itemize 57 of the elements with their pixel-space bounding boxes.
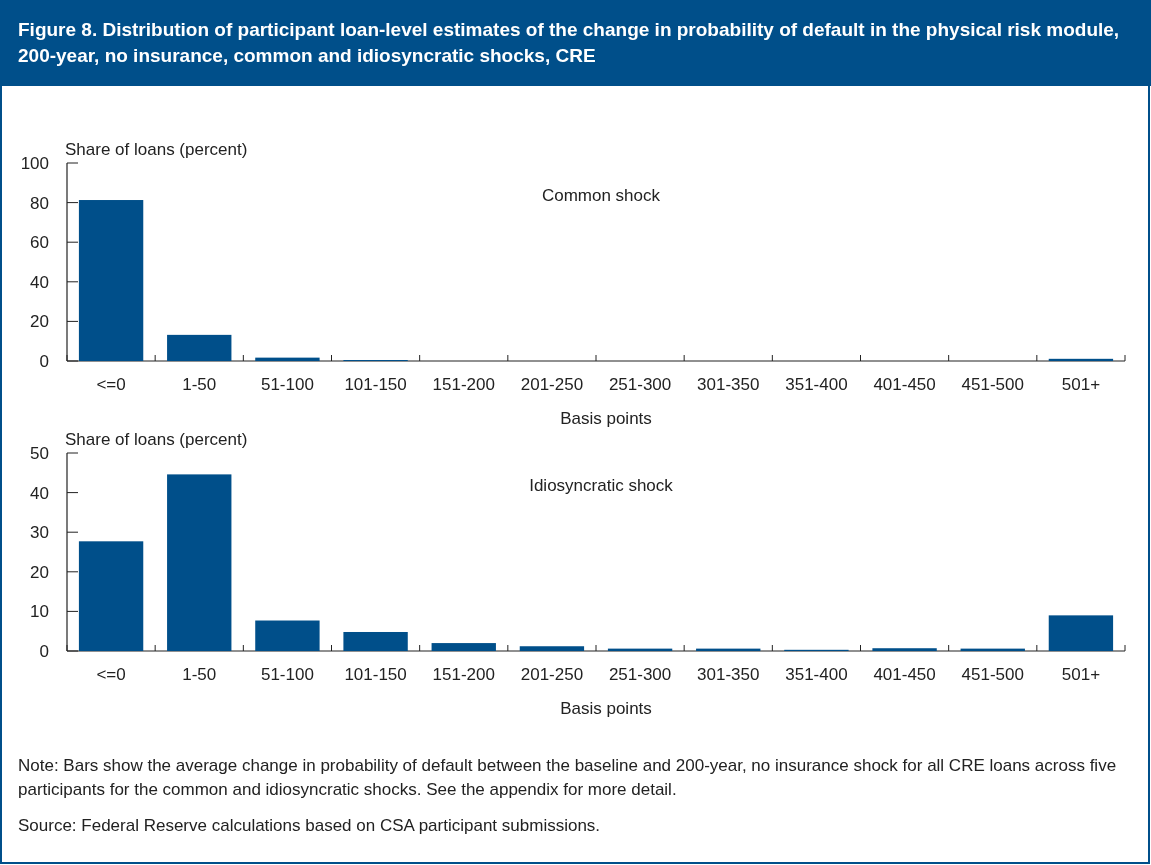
x-tick-label: 401-450 [873,375,936,394]
y-tick-label: 20 [30,312,49,332]
y-tick-label: 60 [30,233,49,253]
bar [78,200,144,361]
x-tick-label: 251-300 [608,375,672,394]
x-tick-label: 351-400 [785,375,848,394]
y-tick-label: 30 [30,523,49,543]
x-tick-label: 201-250 [520,665,584,684]
bar [255,357,320,361]
x-tick-label: 301-350 [697,665,760,684]
bar [255,620,320,651]
x-tick-label: 1-50 [182,665,217,684]
chart-title: Figure 8. Distribution of participant loan-level estimates of the change in probability of default in the physical risk module, 200-year, no insurance, common and idiosyncratic shocks, CRE [18,19,1120,66]
bar [78,541,144,651]
x-tick-label: 51-100 [260,375,314,394]
y-tick-label: 80 [30,193,49,213]
bar [343,631,408,651]
x-tick-label: 351-400 [785,665,848,684]
x-axis-title: Basis points [560,699,652,718]
x-tick-label: 201-250 [520,375,584,394]
x-tick-label: <=0 [96,375,126,394]
x-tick-label: 301-350 [697,375,760,394]
bar [167,474,232,651]
x-tick-label: 451-500 [961,375,1024,394]
x-tick-label: 1-50 [182,375,217,394]
y-tick-label: 100 [20,153,49,173]
text: Common shock [541,186,661,205]
x-tick-label: 501+ [1061,375,1101,394]
x-tick-label: 151-200 [432,665,495,684]
source-note: Source: Federal Reserve calculations based on CSA participant submissions. [18,816,601,835]
x-tick-label: 151-200 [432,375,495,394]
y-axis-title: Share of loans (percent) [65,430,248,449]
text: Note: Bars show the average change in probability of default between the baseline and 200-year, no insurance shock for all CRE loans across five participants for the common and idiosyncratic shocks. See the appendix for more detail. [18,756,1117,799]
bar [1048,615,1114,651]
y-tick-label: 0 [39,641,49,661]
text: Idiosyncratic shock [529,476,674,495]
bar [519,646,585,651]
y-tick-label: 0 [39,351,49,371]
x-tick-label: 501+ [1061,665,1101,684]
x-tick-label: 451-500 [961,665,1024,684]
y-tick-label: 20 [30,562,49,582]
x-axis-title: Basis points [560,409,652,428]
bar [872,648,937,651]
x-tick-label: <=0 [96,665,126,684]
y-axis-title: Share of loans (percent) [65,140,248,159]
x-tick-label: 101-150 [344,665,407,684]
bar [431,643,496,651]
bar [1048,358,1114,361]
y-tick-label: 40 [30,272,49,292]
x-tick-label: 251-300 [608,665,672,684]
y-tick-label: 40 [30,483,49,503]
y-tick-label: 10 [30,602,49,622]
x-tick-label: 401-450 [873,665,936,684]
bar [167,334,232,361]
x-tick-label: 51-100 [260,665,314,684]
y-tick-label: 50 [30,443,49,463]
x-tick-label: 101-150 [344,375,407,394]
